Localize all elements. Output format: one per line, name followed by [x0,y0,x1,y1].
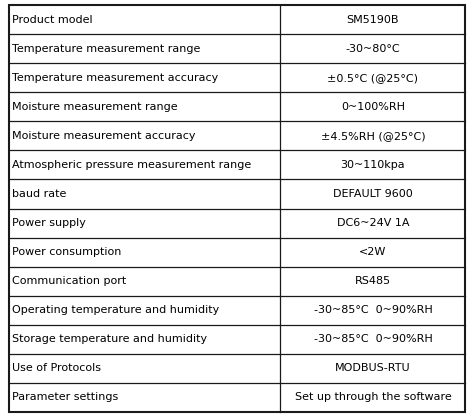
Text: DEFAULT 9600: DEFAULT 9600 [333,189,413,199]
Text: -30~85°C  0~90%RH: -30~85°C 0~90%RH [314,305,432,315]
Text: RS485: RS485 [355,276,391,286]
Text: ±0.5°C (@25°C): ±0.5°C (@25°C) [328,73,419,83]
Text: -30~85°C  0~90%RH: -30~85°C 0~90%RH [314,334,432,344]
Text: Moisture measurement accuracy: Moisture measurement accuracy [12,131,196,141]
Text: Communication port: Communication port [12,276,127,286]
Text: Moisture measurement range: Moisture measurement range [12,102,178,112]
Text: Atmospheric pressure measurement range: Atmospheric pressure measurement range [12,160,252,170]
Text: Use of Protocols: Use of Protocols [12,363,101,373]
Text: Storage temperature and humidity: Storage temperature and humidity [12,334,208,344]
Text: Power consumption: Power consumption [12,247,122,257]
Text: MODBUS-RTU: MODBUS-RTU [335,363,411,373]
Text: <2W: <2W [359,247,387,257]
Text: baud rate: baud rate [12,189,67,199]
Text: Operating temperature and humidity: Operating temperature and humidity [12,305,219,315]
Text: Product model: Product model [12,15,93,25]
Text: Power supply: Power supply [12,218,86,228]
Text: 30~110kpa: 30~110kpa [341,160,405,170]
Text: Temperature measurement accuracy: Temperature measurement accuracy [12,73,219,83]
Text: DC6~24V 1A: DC6~24V 1A [337,218,409,228]
Text: Set up through the software: Set up through the software [294,392,451,402]
Text: 0~100%RH: 0~100%RH [341,102,405,112]
Text: SM5190B: SM5190B [346,15,399,25]
Text: ±4.5%RH (@25°C): ±4.5%RH (@25°C) [320,131,425,141]
Text: -30~80°C: -30~80°C [346,44,400,54]
Text: Temperature measurement range: Temperature measurement range [12,44,201,54]
Text: Parameter settings: Parameter settings [12,392,118,402]
